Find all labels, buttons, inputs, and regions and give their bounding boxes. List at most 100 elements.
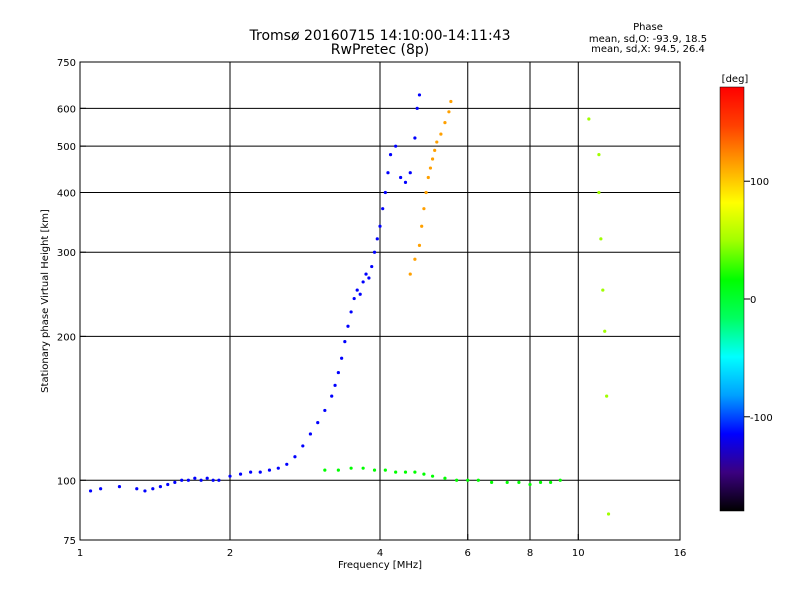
y-tick-label: 200 [57,332,76,343]
data-point [361,466,365,470]
data-point [267,468,272,472]
data-point [413,470,417,474]
grid-lines [80,62,680,540]
y-tick-label: 600 [57,104,76,115]
x-tick-label: 10 [572,548,585,559]
data-point [426,175,430,180]
data-point [415,106,419,110]
data-point [180,478,184,482]
data-point [549,480,553,484]
data-point [217,478,221,482]
chart-subtitle: RwPretec (8p) [331,42,429,58]
y-tick-label: 300 [57,248,76,259]
data-point [330,394,334,398]
stats-line-o: mean, sd,O: -93.9, 18.5 [589,34,707,45]
data-point [424,190,428,195]
data-point [375,237,379,241]
data-point [490,480,494,484]
data-point [420,224,424,228]
data-point [466,478,470,482]
data-point [173,480,177,484]
data-point [158,485,163,489]
data-point [336,468,340,472]
colorbar [719,86,745,512]
data-point [211,478,215,482]
data-point [166,482,170,487]
data-point [386,171,390,175]
data-point [430,157,435,161]
data-point [372,250,377,254]
colorbar-ticks: 100 0 -100 [744,177,773,424]
data-point [538,480,543,484]
data-point [528,482,532,487]
x-tick-label: 8 [527,548,533,559]
data-point [349,310,353,314]
colorbar-tick-label: -100 [750,413,773,424]
data-point [316,421,320,425]
data-point [603,329,607,333]
data-point [258,470,262,474]
y-tick-label: 100 [57,476,76,487]
data-point [358,292,362,296]
stats-line-x: mean, sd,X: 94.5, 26.4 [591,44,705,55]
chart-title: Tromsø 20160715 14:10:00-14:11:43 [249,28,511,44]
data-point [205,476,209,480]
data-point [417,243,422,248]
data-point [336,370,340,375]
data-point [413,136,417,140]
data-point [599,237,603,241]
data-point [383,468,387,472]
data-point [605,394,609,398]
data-point [249,470,253,474]
data-point [99,487,103,491]
data-point [323,468,327,472]
data-point [413,257,417,261]
data-point [186,478,190,482]
data-point [151,487,155,491]
x-tick-label: 2 [227,548,233,559]
y-axis-ticks: 75 100 200 300 400 500 600 750 [57,58,86,547]
data-point [370,264,374,269]
y-tick-label: 400 [57,188,76,199]
data-point [447,110,451,114]
data-point [439,132,443,136]
data-point [285,462,289,466]
data-point [143,489,147,493]
y-tick-label: 750 [57,58,76,69]
data-point [403,180,408,184]
data-point [333,383,337,387]
data-point [606,512,611,516]
data-point [558,478,562,482]
data-point [597,190,601,195]
data-point [343,340,347,344]
data-point [193,476,197,480]
data-point [435,140,439,144]
data-point [428,166,433,170]
data-point [443,476,447,480]
data-point [361,280,365,284]
data-point [597,153,601,157]
data-point [417,93,422,97]
data-point [399,175,403,180]
data-point [433,148,437,152]
x-tick-label: 1 [77,548,83,559]
data-point [430,474,435,478]
data-point [117,485,122,489]
y-tick-label: 500 [57,142,76,153]
data-point [355,288,359,292]
data-point [388,153,393,157]
data-point [422,472,426,476]
data-point [301,444,305,448]
colorbar-tick-label: 0 [750,295,756,306]
data-point [308,432,313,436]
data-point [408,171,412,175]
data-point [323,408,327,413]
data-point [394,144,398,148]
x-axis-label: Frequency [MHz] [338,560,422,571]
x-tick-label: 6 [465,548,471,559]
data-point [378,224,382,228]
data-point [383,190,387,195]
data-point [443,121,447,125]
x-tick-label: 16 [674,548,687,559]
